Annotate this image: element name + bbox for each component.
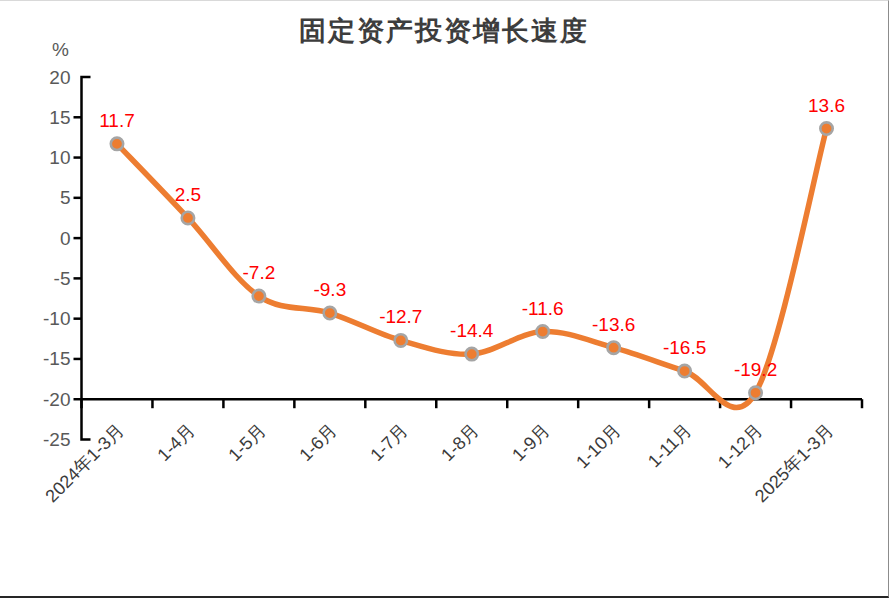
x-axis-tick-label: 1-5月 [224, 420, 269, 465]
data-point-label: 2.5 [175, 184, 201, 205]
x-axis-tick-label: 1-9月 [508, 420, 553, 465]
data-point-label: -9.3 [313, 279, 346, 300]
x-axis-tick-label: 1-11月 [644, 420, 695, 471]
data-point-marker [182, 212, 194, 224]
data-point-label: -13.6 [592, 314, 635, 335]
y-axis-tick-label: 5 [60, 187, 71, 208]
y-axis-tick-label: 0 [60, 228, 71, 249]
data-point-marker [324, 307, 336, 319]
data-point-marker [678, 365, 690, 377]
data-point-label: 11.7 [99, 110, 135, 131]
y-axis-tick-label: -15 [43, 348, 70, 369]
y-axis-line [82, 77, 91, 440]
x-axis-tick-label: 1-7月 [366, 420, 411, 465]
data-point-marker [253, 290, 265, 302]
series-line [117, 129, 827, 408]
data-point-label: -11.6 [522, 298, 564, 319]
y-axis-tick-label: 10 [49, 147, 70, 168]
data-point-marker [537, 325, 549, 337]
x-axis-tick-label: 1-10月 [572, 420, 624, 472]
y-axis-tick-label: -5 [54, 268, 71, 289]
y-axis-tick-label: -25 [43, 429, 70, 450]
x-axis-tick-label: 1-4月 [153, 420, 198, 465]
y-axis-tick-label: -10 [43, 308, 70, 329]
chart-window: 固定资产投资增长速度 % 20151050-5-10-15-20-252024年… [0, 0, 889, 598]
y-axis-tick-label: 20 [49, 67, 70, 88]
data-point-label: -7.2 [243, 262, 276, 283]
y-axis-tick-label: -20 [43, 389, 70, 410]
x-axis-tick-label: 1-6月 [295, 420, 340, 465]
data-point-marker [395, 334, 407, 346]
data-point-label: 13.6 [808, 95, 845, 116]
data-point-marker [111, 138, 123, 150]
x-axis-tick-label: 1-8月 [437, 420, 482, 465]
line-chart: 20151050-5-10-15-20-252024年1-3月1-4月1-5月1… [0, 1, 889, 598]
data-point-label: -19.2 [734, 359, 777, 380]
data-point-marker [820, 122, 832, 134]
data-point-marker [749, 387, 761, 399]
x-axis-tick-label: 1-12月 [714, 420, 766, 472]
y-axis-tick-label: 15 [49, 107, 70, 128]
data-point-label: -12.7 [379, 306, 422, 327]
data-point-marker [466, 348, 478, 360]
data-point-marker [607, 341, 619, 353]
data-point-label: -16.5 [663, 337, 706, 358]
data-point-label: -14.4 [450, 320, 494, 341]
